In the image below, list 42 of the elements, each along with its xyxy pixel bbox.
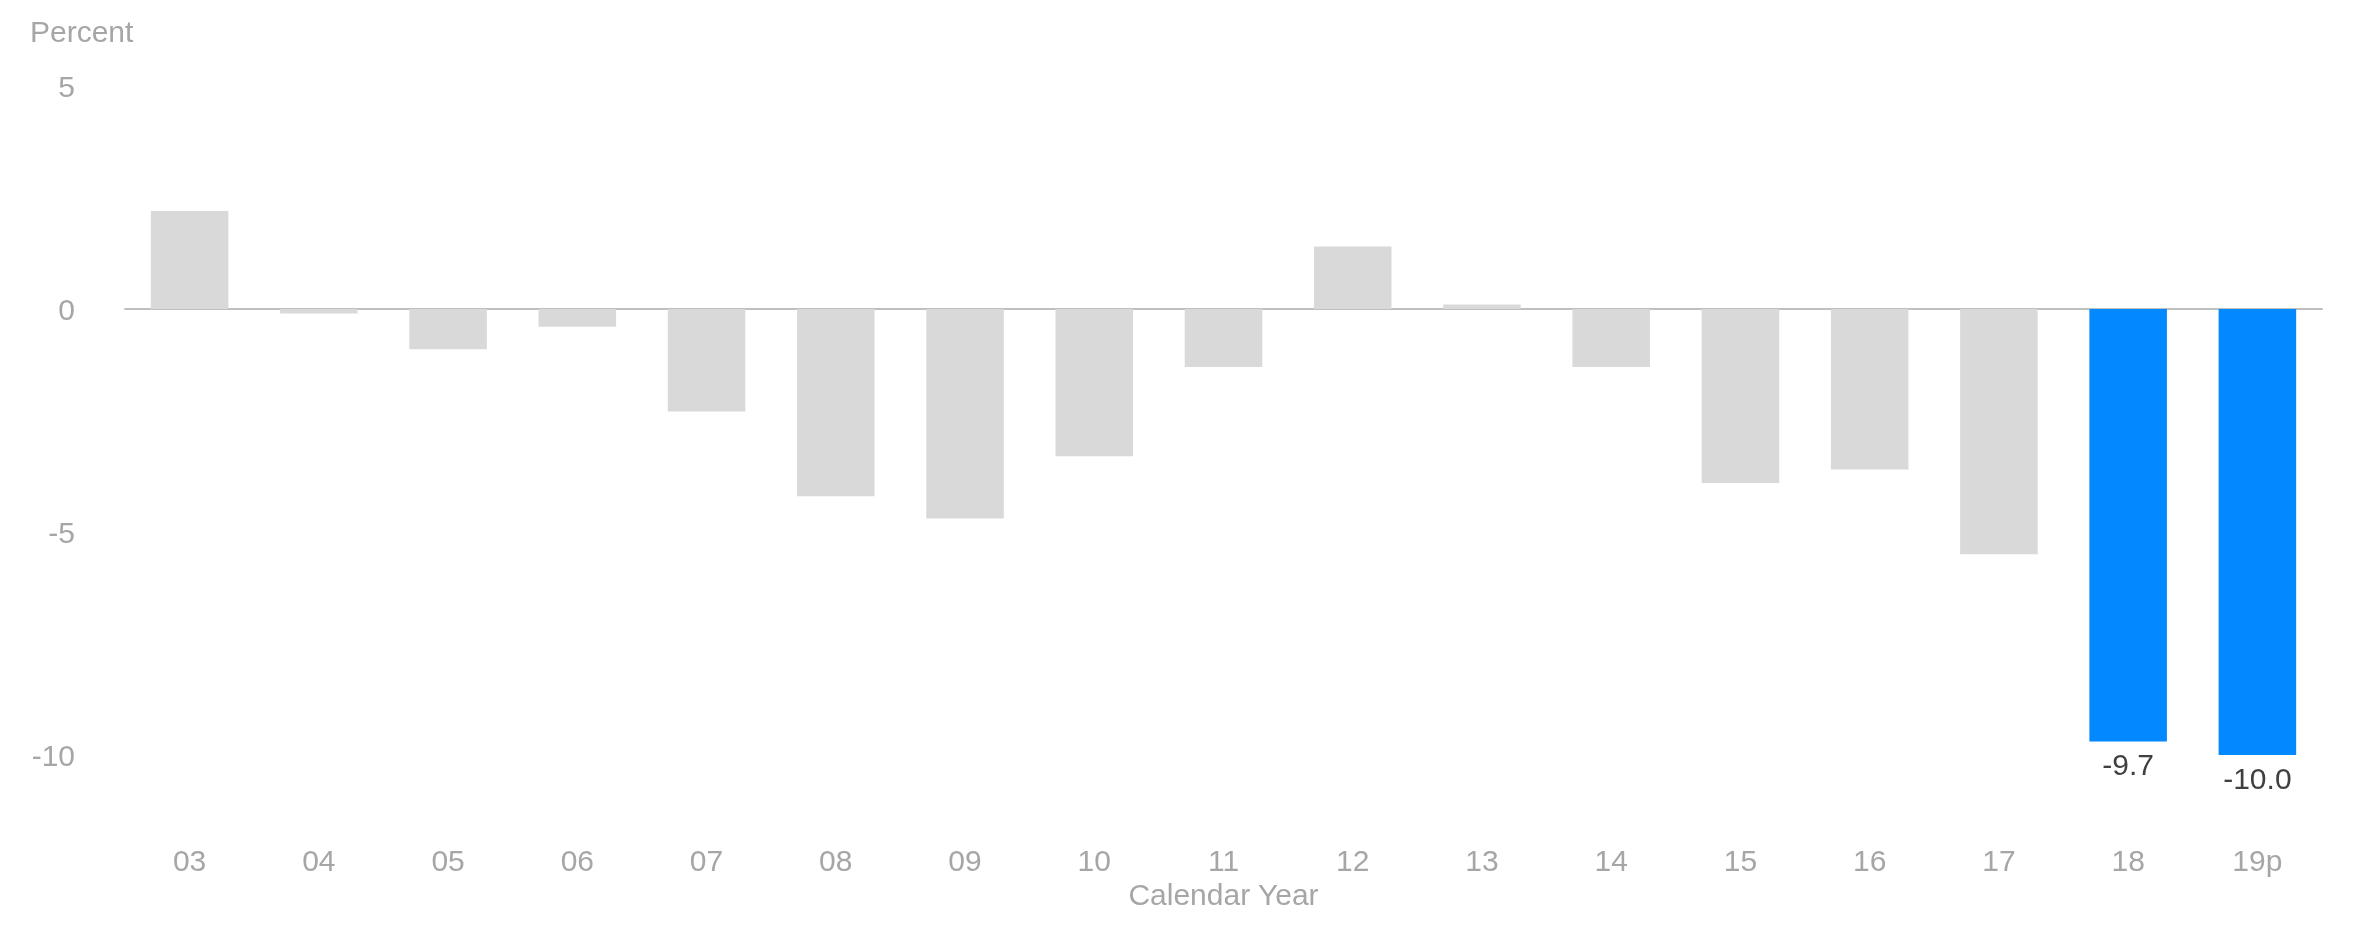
bar bbox=[926, 309, 1004, 519]
x-tick-label: 10 bbox=[1077, 843, 1111, 877]
data-label: -9.7 bbox=[2102, 748, 2154, 782]
x-tick-label: 09 bbox=[948, 843, 982, 877]
x-tick-label: 04 bbox=[302, 843, 336, 877]
x-axis-title: Calendar Year bbox=[1128, 878, 1319, 912]
y-tick-label: 5 bbox=[58, 69, 75, 103]
x-tick-label: 18 bbox=[2111, 843, 2145, 877]
bar bbox=[150, 210, 229, 309]
x-tick-label: 19p bbox=[2232, 843, 2283, 877]
bar bbox=[667, 309, 746, 412]
x-tick-label: 17 bbox=[1982, 843, 2016, 877]
x-tick-label: 13 bbox=[1465, 843, 1499, 877]
bar bbox=[797, 309, 875, 497]
data-label: -10.0 bbox=[2223, 761, 2292, 795]
x-tick-label: 12 bbox=[1336, 843, 1370, 877]
bar bbox=[409, 309, 487, 350]
bar bbox=[280, 309, 358, 314]
y-tick-label: 0 bbox=[58, 292, 75, 326]
x-tick-label: 05 bbox=[431, 843, 465, 877]
x-tick-label: 16 bbox=[1852, 843, 1887, 877]
bar bbox=[1313, 246, 1392, 309]
bar bbox=[538, 309, 617, 327]
bar bbox=[2089, 309, 2167, 742]
y-tick-label: -5 bbox=[48, 515, 75, 549]
bar bbox=[1443, 304, 1521, 309]
x-tick-label: 03 bbox=[172, 843, 207, 877]
x-tick-label: 11 bbox=[1207, 843, 1240, 877]
bar bbox=[1184, 309, 1263, 367]
x-tick-label: 14 bbox=[1594, 843, 1628, 877]
y-tick-label: -10 bbox=[31, 738, 75, 772]
bar bbox=[1055, 309, 1134, 457]
x-tick-label: 15 bbox=[1723, 843, 1758, 877]
bar bbox=[1960, 309, 2038, 555]
x-tick-label: 08 bbox=[819, 843, 853, 877]
bar bbox=[1701, 309, 1780, 483]
x-tick-label: 06 bbox=[560, 843, 595, 877]
y-axis-title: Percent bbox=[30, 14, 135, 48]
x-tick-label: 07 bbox=[689, 843, 724, 877]
bar bbox=[1830, 309, 1909, 470]
bar bbox=[1572, 309, 1650, 367]
bar bbox=[2218, 309, 2297, 755]
